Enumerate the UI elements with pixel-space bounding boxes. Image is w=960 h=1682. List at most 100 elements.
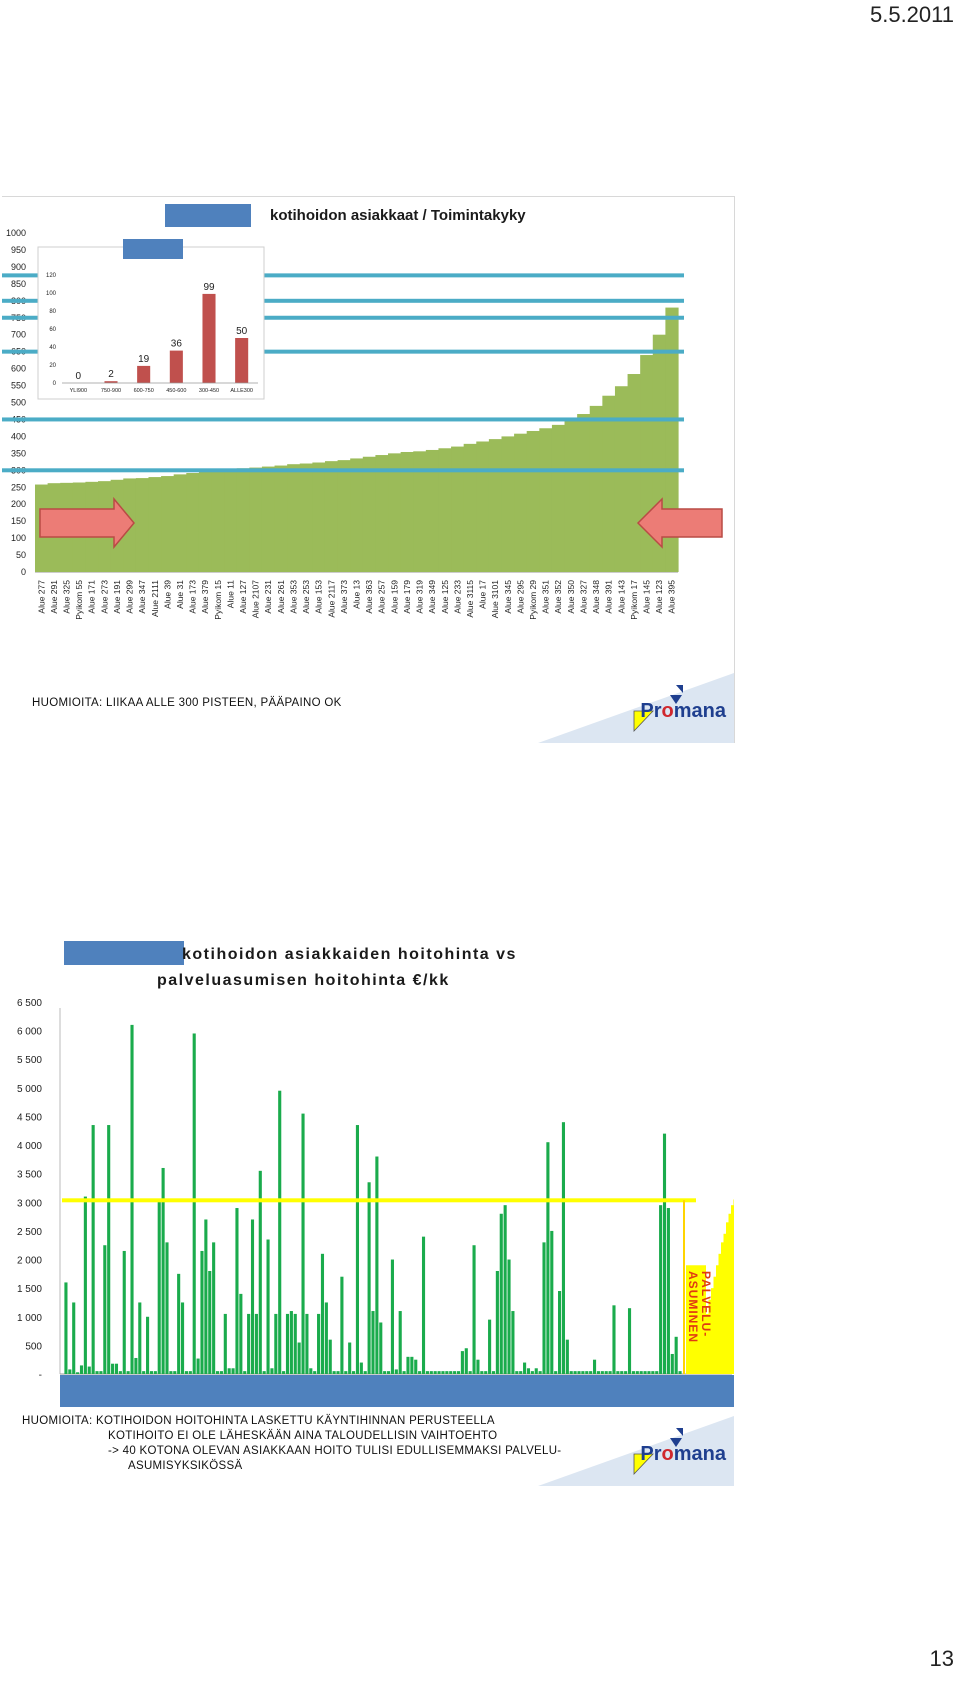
data-bar (592, 1359, 597, 1374)
slide-toimintakyky: 0501001502002503003504004505005506006507… (2, 196, 735, 743)
data-bar (604, 1371, 608, 1374)
data-bar (299, 463, 313, 572)
data-bar (602, 395, 616, 572)
data-bar (398, 1311, 402, 1374)
data-bar (635, 1371, 639, 1374)
x-tick-label: Alue 179 (402, 580, 412, 614)
x-tick-label: Alue 253 (301, 580, 311, 614)
data-bar (480, 1371, 484, 1374)
data-bar (612, 1305, 616, 1374)
data-bar (111, 1363, 115, 1374)
x-tick-label: Alue 257 (377, 580, 387, 614)
data-bar (665, 307, 679, 572)
data-bar (379, 1322, 383, 1374)
data-bar (355, 1125, 360, 1374)
data-bar (247, 1313, 251, 1374)
data-bar (600, 1371, 604, 1374)
data-bar (243, 1371, 247, 1374)
data-bar (79, 1365, 84, 1374)
data-bar (488, 439, 503, 572)
reference-bar (731, 1205, 734, 1374)
data-bar (569, 1371, 573, 1374)
reference-block (686, 1265, 706, 1374)
y-tick-label: 3 000 (17, 1198, 42, 1209)
data-bar (107, 1125, 111, 1374)
x-tick-label: Alue 3115 (465, 580, 475, 618)
data-bar (375, 1156, 379, 1374)
data-bar (173, 474, 187, 572)
data-bar (227, 1368, 231, 1374)
data-bar (305, 1313, 309, 1374)
data-bar (196, 1358, 200, 1374)
data-bar (413, 451, 427, 572)
data-bar (188, 1371, 192, 1374)
y-tick-label: 6 500 (17, 998, 42, 1009)
data-bar (198, 471, 213, 572)
data-bar (627, 1308, 632, 1374)
y-tick-label: 600 (11, 364, 26, 374)
data-bar (223, 1313, 227, 1374)
promana-logo-1: Promana (640, 700, 726, 722)
data-bar (456, 1371, 461, 1374)
data-bar (138, 1302, 142, 1374)
title-mask-1 (165, 204, 251, 227)
data-bar (640, 355, 654, 572)
data-bar (72, 1302, 76, 1374)
data-bar (472, 1245, 476, 1374)
reference-bar (713, 1276, 717, 1374)
data-bar (148, 477, 162, 572)
data-bar (239, 1293, 243, 1374)
inset-bar (202, 293, 216, 383)
x-tick-label: Alue 153 (314, 580, 324, 614)
y-tick-label: 0 (21, 567, 26, 577)
y-tick-label: 5 500 (17, 1055, 42, 1066)
x-tick-label: Alue 2111 (150, 580, 160, 617)
inset-chart-frame (37, 246, 265, 400)
data-bar (551, 424, 566, 572)
data-bar (328, 1339, 332, 1374)
data-bar (270, 1368, 274, 1374)
data-bar (589, 1371, 593, 1374)
arrow-left-icon (636, 497, 723, 549)
data-bar (235, 1208, 239, 1374)
slide2-title-line1: kotihoidon asiakkaiden hoitohinta vs (182, 946, 517, 963)
data-bar (554, 1371, 558, 1374)
data-bar (674, 1336, 678, 1374)
inset-data-label: 0 (76, 371, 82, 382)
x-tick-label: Pyikom 15 (213, 580, 223, 620)
data-bar (312, 462, 326, 572)
x-tick-label: Alue 13 (352, 580, 362, 609)
data-bar (596, 1371, 600, 1374)
x-tick-label: Pyikom 29 (528, 580, 538, 620)
data-bar (212, 1242, 216, 1374)
data-bar (254, 1313, 258, 1374)
x-tick-label: Alue 145 (641, 580, 651, 614)
inset-y-tick: 120 (46, 273, 57, 279)
reference-bar (711, 1288, 714, 1374)
data-bar (589, 405, 603, 572)
data-bar (317, 1313, 321, 1374)
data-bar (453, 1371, 457, 1374)
x-tick-label: Alue 353 (288, 580, 298, 614)
data-bar (324, 1302, 328, 1374)
logo-corner-bg-2 (538, 1416, 734, 1486)
data-bar (309, 1368, 313, 1374)
inset-bar (137, 365, 151, 383)
inset-bar (169, 350, 183, 383)
x-tick-label: Alue 273 (99, 580, 109, 614)
x-tick-label: Alue 348 (591, 580, 601, 614)
data-bar (546, 1142, 550, 1374)
hoitohinta-chart: - 500 1 000 1 500 2 000 2 500 3 000 3 500 4 000 4… (17, 998, 734, 1381)
data-bar (231, 1368, 235, 1374)
data-bar (647, 1371, 651, 1374)
x-tick-label: Alue 171 (87, 580, 97, 614)
data-bar (476, 441, 490, 572)
x-tick-label: Alue 3101 (490, 580, 500, 619)
x-tick-label: Alue 233 (452, 580, 462, 614)
slide1-note: HUOMIOITA: LIIKAA ALLE 300 PISTEEN, PÄÄP… (32, 697, 342, 709)
data-bar (627, 374, 641, 572)
data-bar (103, 1245, 107, 1374)
data-bar (526, 430, 540, 572)
data-bar (293, 1313, 297, 1374)
reference-bar (733, 1199, 734, 1374)
